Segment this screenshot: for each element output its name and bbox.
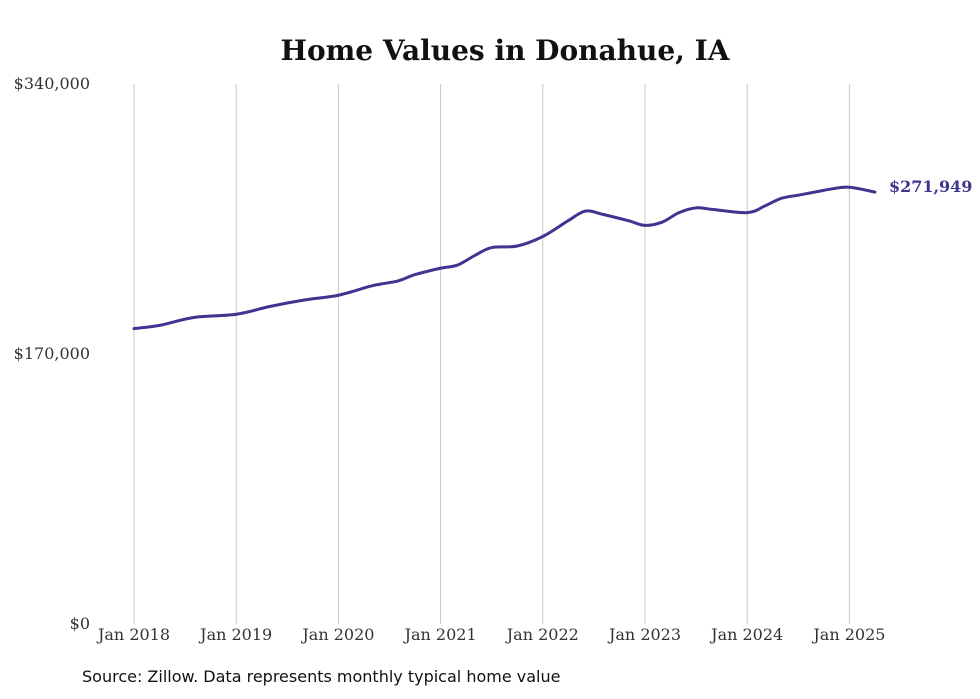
x-tick-label: Jan 2018 xyxy=(96,625,170,644)
x-tick-label: Jan 2025 xyxy=(811,625,885,644)
x-tick-label: Jan 2024 xyxy=(709,625,783,644)
chart-title: Home Values in Donahue, IA xyxy=(281,34,731,67)
end-value-label: $271,949 xyxy=(889,177,973,196)
y-axis-ticks: $0 $170,000 $340,000 xyxy=(14,74,90,633)
grid-lines xyxy=(133,84,850,624)
x-tick-label: Jan 2023 xyxy=(607,625,681,644)
x-tick-label: Jan 2020 xyxy=(300,625,374,644)
source-note: Source: Zillow. Data represents monthly … xyxy=(82,667,561,686)
x-axis-ticks: Jan 2018 Jan 2019 Jan 2020 Jan 2021 Jan 2022… xyxy=(96,625,885,644)
y-tick-label: $340,000 xyxy=(14,74,90,93)
home-value-line xyxy=(132,185,877,331)
y-tick-label: $0 xyxy=(70,614,90,633)
y-tick-label: $170,000 xyxy=(14,344,90,363)
x-tick-label: Jan 2019 xyxy=(198,625,272,644)
x-tick-label: Jan 2022 xyxy=(505,625,579,644)
series-layer: $271,949 xyxy=(132,177,973,331)
x-tick-label: Jan 2021 xyxy=(403,625,477,644)
